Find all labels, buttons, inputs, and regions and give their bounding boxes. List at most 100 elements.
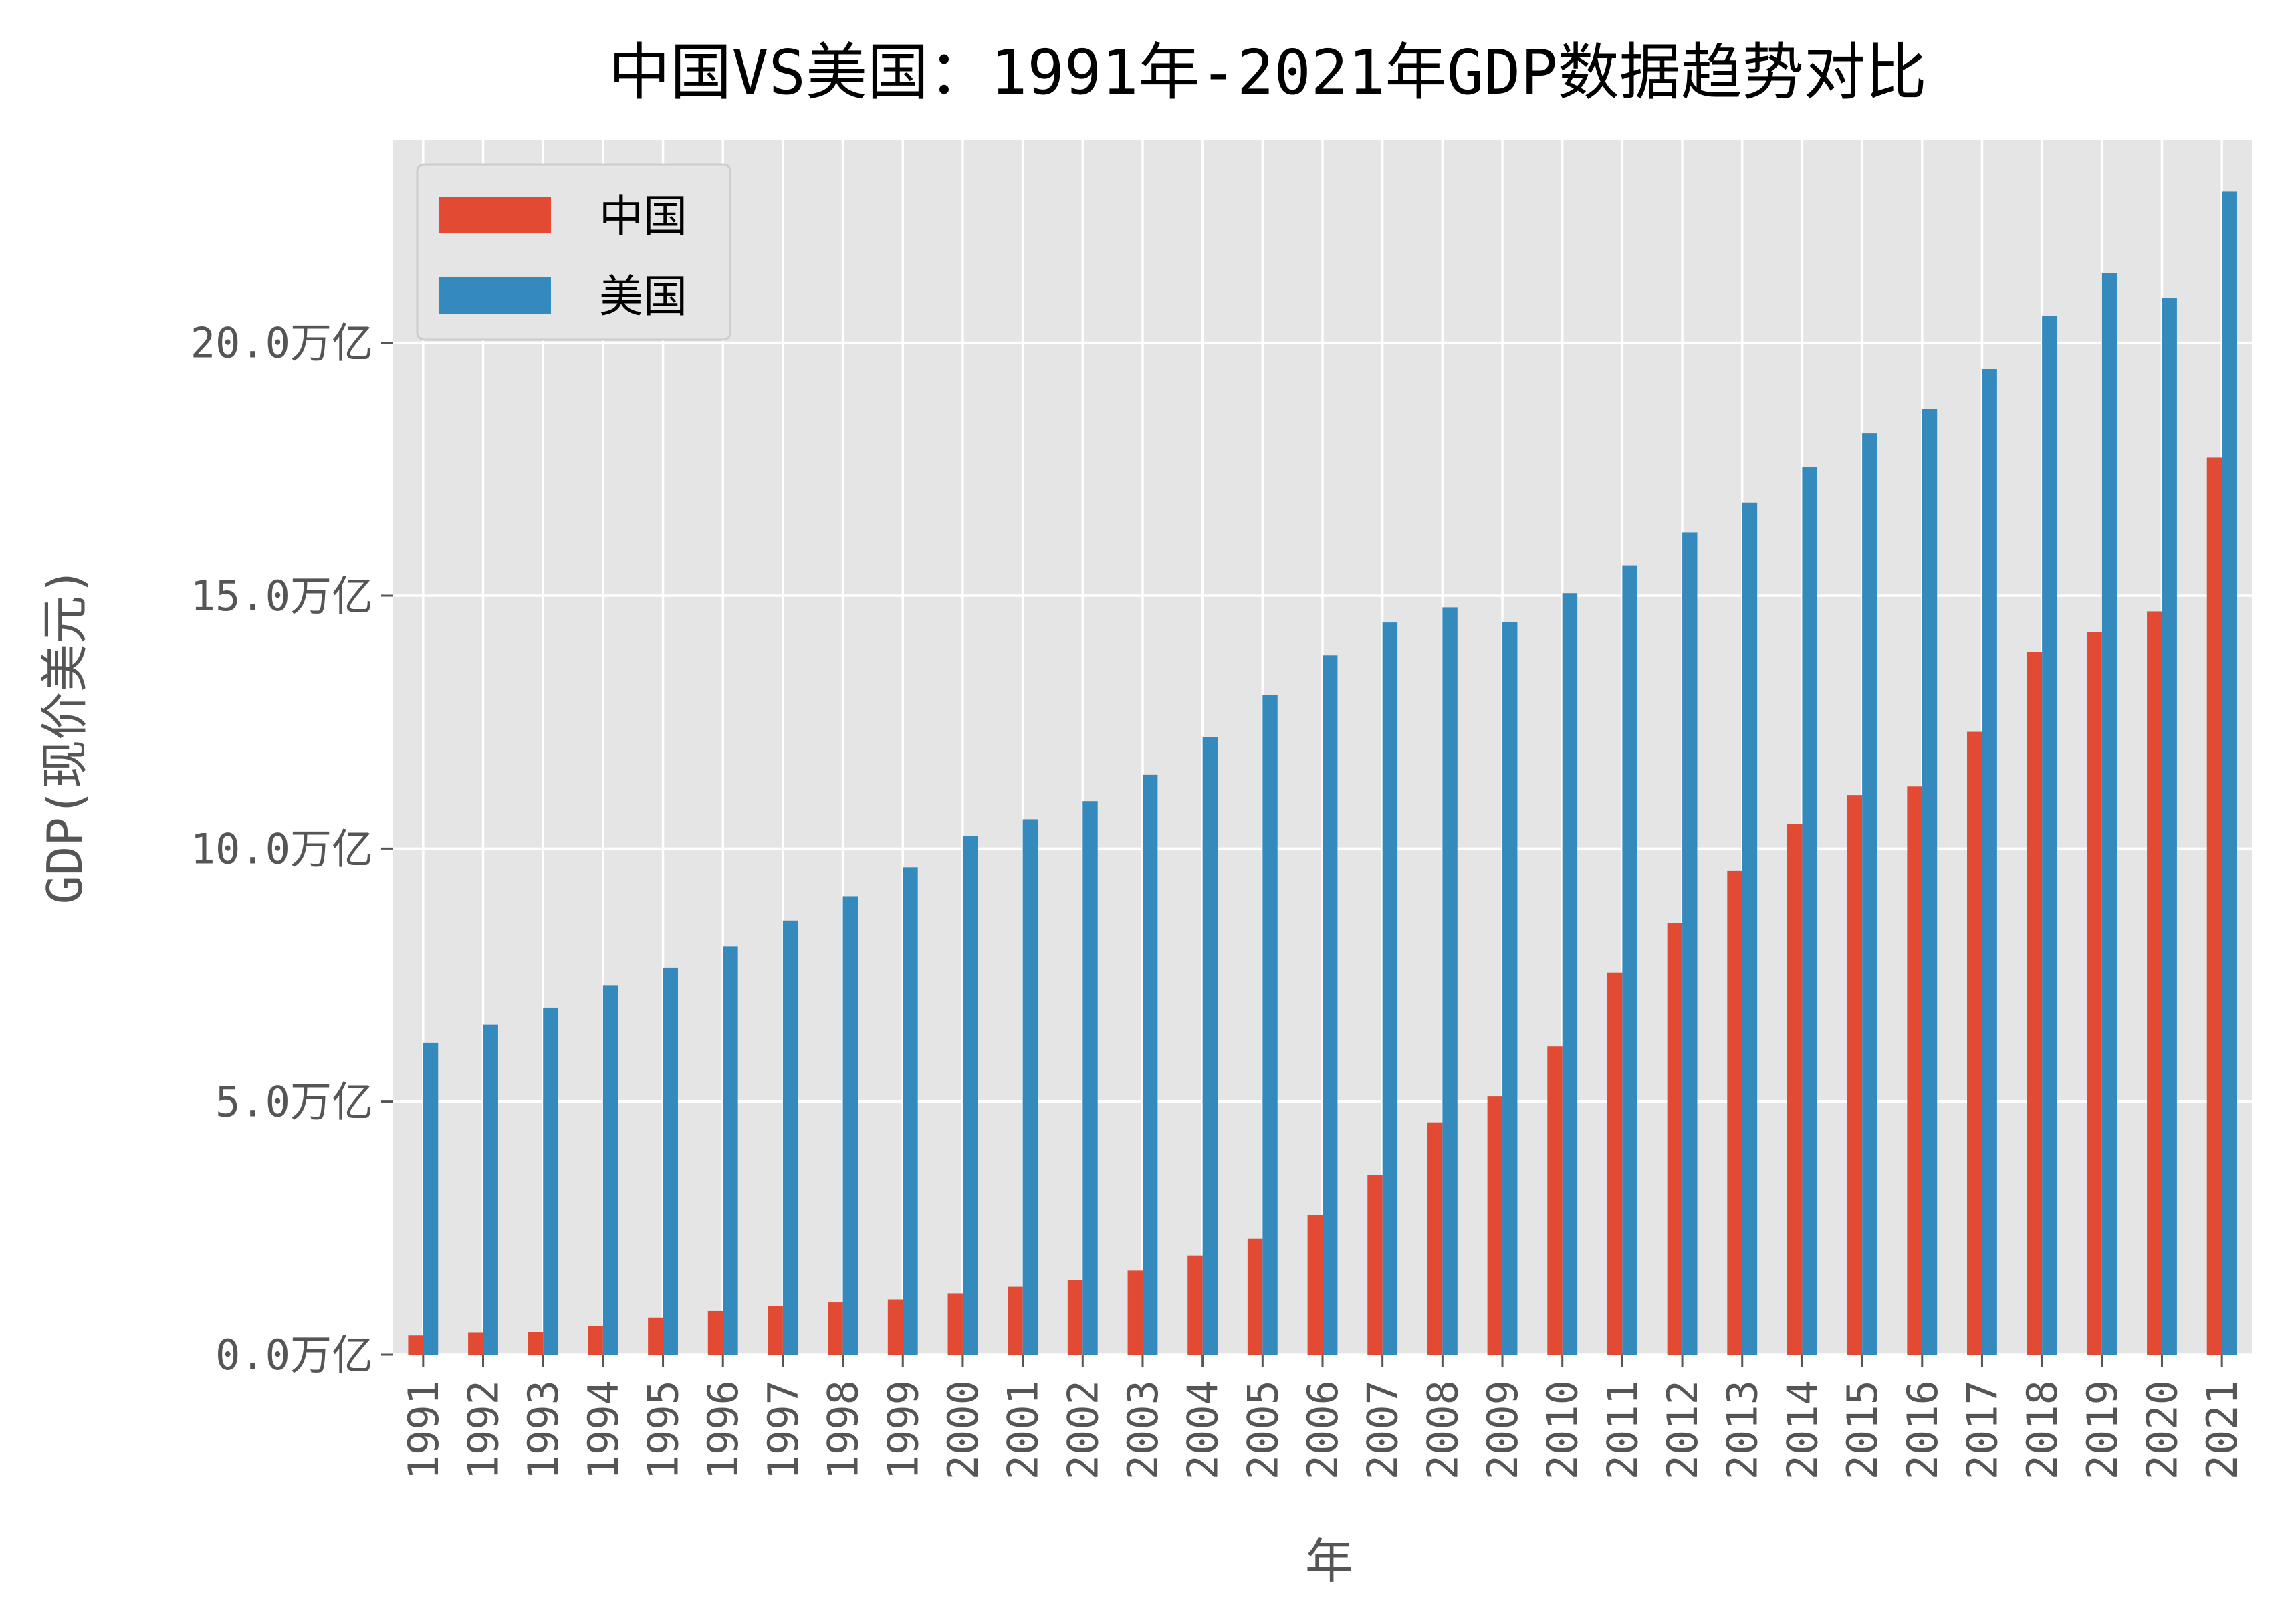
bar (2206, 457, 2222, 1355)
x-tick-label: 2005 (1238, 1380, 1287, 1480)
y-tick-label: 10.0万亿 (191, 824, 373, 873)
bar (1607, 972, 1623, 1355)
bar (1562, 593, 1578, 1355)
x-tick-label: 2021 (2198, 1380, 2247, 1480)
bar (2087, 632, 2102, 1355)
bar (1907, 786, 1922, 1355)
x-tick-label: 2017 (1958, 1380, 2007, 1480)
x-tick-label: 1995 (639, 1380, 688, 1480)
bar (1727, 870, 1742, 1355)
bar (1262, 695, 1278, 1355)
bars (408, 191, 2237, 1355)
bar (1862, 433, 1877, 1355)
bar (1442, 607, 1458, 1355)
x-tick-label: 2010 (1538, 1380, 1587, 1480)
x-tick-label: 2004 (1179, 1380, 1228, 1480)
x-tick-label: 1999 (879, 1380, 927, 1480)
x-tick-label: 2013 (1718, 1380, 1767, 1480)
bar (1307, 1215, 1323, 1355)
bar (723, 946, 738, 1355)
x-tick-label: 2006 (1298, 1380, 1347, 1480)
bar (1187, 1255, 1203, 1355)
bar (1323, 655, 1338, 1355)
bar (707, 1310, 723, 1355)
bar (2162, 298, 2177, 1355)
bar (903, 867, 918, 1355)
bar (1622, 565, 1637, 1355)
legend-swatch (439, 277, 551, 314)
bar (887, 1299, 903, 1355)
y-axis-ticks: 0.0万亿 5.0万亿 10.0万亿 15.0万亿 20.0万亿 (191, 319, 393, 1379)
x-tick-label: 2018 (2018, 1380, 2067, 1480)
legend-label: 美国 (599, 271, 687, 322)
bar (648, 1317, 663, 1355)
bar (663, 967, 678, 1355)
bar (1922, 409, 1938, 1355)
bar (1022, 819, 1038, 1355)
y-tick-label: 15.0万亿 (191, 572, 373, 620)
bar (1082, 801, 1098, 1355)
bar (1787, 824, 1803, 1355)
bar (2027, 651, 2043, 1355)
x-tick-label: 2019 (2078, 1380, 2127, 1480)
bar (408, 1335, 423, 1355)
series-usa (423, 191, 2237, 1355)
bar (782, 920, 798, 1355)
bar (1982, 369, 1997, 1355)
bar (543, 1007, 558, 1355)
bar (1247, 1238, 1263, 1355)
bar (483, 1024, 498, 1355)
bar (1847, 795, 1863, 1355)
x-tick-label: 2007 (1359, 1380, 1407, 1480)
bar (1427, 1122, 1443, 1355)
bar (1008, 1286, 1023, 1355)
x-tick-label: 2009 (1478, 1380, 1527, 1480)
bar (1367, 1175, 1383, 1355)
bar (947, 1293, 963, 1355)
x-tick-label: 2011 (1598, 1380, 1647, 1480)
x-tick-label: 2016 (1898, 1380, 1947, 1480)
bar (1667, 923, 1683, 1355)
x-tick-label: 2000 (939, 1380, 988, 1480)
x-axis-ticks: 1991 1992 1993 1994 1995 1996 1997 1998 1999 2000… (399, 1355, 2247, 1480)
bar (1967, 731, 1982, 1355)
bar (1127, 1270, 1143, 1355)
bar (528, 1332, 544, 1355)
bar (2222, 191, 2237, 1355)
x-tick-label: 1998 (819, 1380, 868, 1480)
bar (468, 1332, 483, 1355)
legend-label: 中国 (599, 191, 687, 242)
y-tick-label: 5.0万亿 (215, 1078, 373, 1127)
x-tick-label: 1992 (459, 1380, 508, 1480)
bar (588, 1326, 603, 1355)
series-china (408, 457, 2222, 1355)
x-tick-label: 2003 (1119, 1380, 1167, 1480)
y-axis-label: GDP(现价美元) (37, 567, 93, 905)
legend-swatch (439, 197, 551, 233)
x-tick-label: 1997 (759, 1380, 808, 1480)
bar (768, 1306, 783, 1355)
bar (1682, 532, 1698, 1355)
x-tick-label: 2001 (999, 1380, 1048, 1480)
bar (423, 1042, 439, 1355)
bar (2101, 273, 2117, 1355)
bar (962, 836, 978, 1355)
x-tick-label: 2002 (1058, 1380, 1107, 1480)
bar (1742, 502, 1758, 1355)
bar (1382, 622, 1398, 1355)
bar (1802, 467, 1817, 1355)
bar (1547, 1046, 1563, 1355)
y-tick-label: 0.0万亿 (215, 1330, 373, 1379)
x-tick-label: 1994 (579, 1380, 628, 1480)
x-tick-label: 2014 (1778, 1380, 1827, 1480)
bar (828, 1302, 843, 1355)
bar (1142, 774, 1158, 1355)
bar (602, 985, 618, 1355)
bar (1502, 622, 1518, 1355)
bar (2042, 316, 2057, 1355)
x-tick-label: 1993 (519, 1380, 568, 1480)
bar (1487, 1096, 1503, 1355)
x-tick-label: 2015 (1838, 1380, 1887, 1480)
